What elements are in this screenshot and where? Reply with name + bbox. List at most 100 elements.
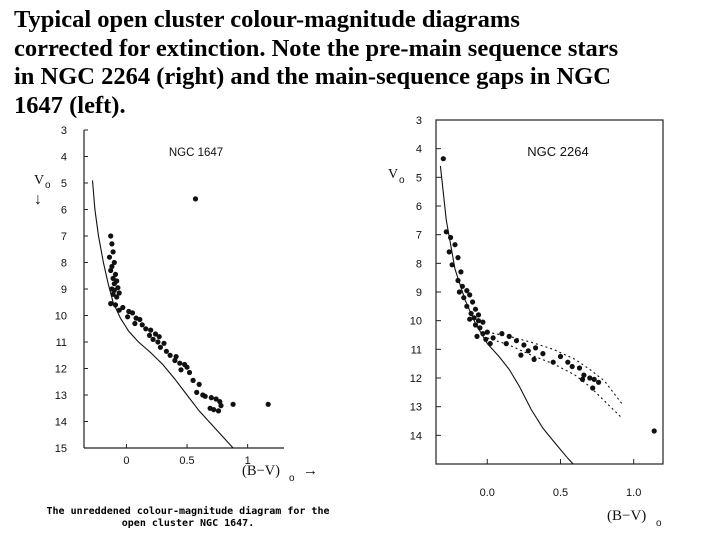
ngc2264-star-point xyxy=(499,331,505,337)
ngc2264-y-tick-label: 9 xyxy=(416,287,422,299)
ngc2264-star-point xyxy=(467,292,473,298)
ngc2264-y-tick-label: 12 xyxy=(410,373,422,385)
ngc1647-y-tick-label: 4 xyxy=(61,152,67,164)
ngc1647-y-tick-label: 7 xyxy=(61,231,67,243)
ngc2264-star-point xyxy=(596,379,602,385)
ngc2264-star-point xyxy=(475,312,482,318)
ngc2264-star-point xyxy=(472,322,479,328)
ngc1647-x-label-arrow: → xyxy=(303,462,318,479)
ngc2264-y-tick-label: 8 xyxy=(416,258,422,270)
ngc2264-y-tick-label: 6 xyxy=(416,201,422,213)
ngc1647-y-tick-label: 9 xyxy=(61,284,67,296)
ngc2264-main-sequence-curve xyxy=(439,165,574,464)
ngc2264-x-label-sub: o xyxy=(656,518,662,529)
ngc2264-star-point xyxy=(449,262,455,268)
heading-line-2: corrected for extinction. Note the pre-m… xyxy=(14,34,619,62)
ngc2264-star-point xyxy=(525,348,531,354)
ngc1647-star-point xyxy=(112,271,119,277)
ngc1647-star-point xyxy=(108,267,114,274)
ngc2264-star-point xyxy=(490,335,496,341)
ngc1647-star-point xyxy=(139,322,145,328)
ngc2264-star-point xyxy=(452,242,458,248)
ngc1647-y-tick-label: 3 xyxy=(61,125,67,137)
ngc1647-star-point xyxy=(215,408,222,414)
ngc1647-star-point xyxy=(109,263,115,270)
ngc1647-star-point xyxy=(155,339,161,345)
ngc2264-star-point xyxy=(477,325,483,331)
ngc1647-star-point xyxy=(211,407,217,413)
ngc2264-lower-dotted-curve xyxy=(487,337,623,419)
ngc1647-star-point xyxy=(116,290,122,296)
ngc2264-star-point xyxy=(531,356,537,362)
ngc1647-star-point xyxy=(230,401,236,407)
ngc1647-star-point xyxy=(106,254,113,260)
ngc2264-star-point xyxy=(470,299,476,305)
ngc1647-star-point xyxy=(111,287,117,293)
ngc1647-star-point xyxy=(143,326,149,332)
ngc2264-star-point xyxy=(455,255,461,261)
ngc2264-star-point xyxy=(455,277,461,284)
ngc1647-star-point xyxy=(109,241,115,247)
ngc1647-star-point xyxy=(137,316,143,323)
ngc2264-y-tick-label: 10 xyxy=(410,316,422,328)
ngc1647-star-point xyxy=(115,285,121,291)
ngc1647-y-tick-label: 15 xyxy=(55,443,67,455)
ngc2264-star-point xyxy=(557,353,564,360)
slide-heading: Typical open cluster colour-magnitude di… xyxy=(14,6,714,120)
ngc2264-plot-frame xyxy=(435,119,664,465)
ngc1647-star-point xyxy=(157,344,163,350)
ngc2264-star-point xyxy=(591,376,597,382)
ngc1647-y-tick-label: 6 xyxy=(61,205,67,217)
ngc2264-y-tick-label: 13 xyxy=(410,402,422,414)
ngc2264-star-point xyxy=(464,288,470,294)
ngc2264-star-point xyxy=(521,342,527,348)
ngc1647-y-tick-label: 14 xyxy=(55,417,67,429)
heading-line-4: 1647 (left). xyxy=(14,91,126,119)
ngc2264-star-point xyxy=(576,365,583,371)
ngc1647-caption-line-1: The unreddened colour-magnitude diagram … xyxy=(46,506,330,517)
ngc1647-star-point xyxy=(148,327,154,333)
ngc2264-star-point xyxy=(587,375,593,381)
ngc2264-star-point xyxy=(518,352,524,358)
ngc1647-x-tick-label: 0 xyxy=(123,455,129,467)
ngc1647-star-point xyxy=(146,332,153,338)
ngc1647-star-point xyxy=(152,331,159,337)
ngc1647-star-point xyxy=(111,281,117,287)
ngc1647-star-point xyxy=(110,291,116,297)
ngc1647-star-point xyxy=(217,399,223,405)
ngc2264-star-point xyxy=(471,315,477,321)
ngc1647-star-point xyxy=(178,367,184,373)
ngc2264-star-point xyxy=(483,336,489,342)
ngc1647-star-point xyxy=(202,393,208,399)
ngc1647-star-point xyxy=(192,196,199,202)
ngc1647-star-point xyxy=(112,302,119,308)
ngc1647-y-tick-label: 5 xyxy=(61,178,67,190)
ngc1647-y-tick-label: 11 xyxy=(56,337,67,349)
heading-line-3: in NGC 2264 (right) and the main-sequenc… xyxy=(14,63,611,90)
ngc2264-star-point xyxy=(569,363,575,370)
ngc2264-chart: 3 4 5 6 7 8 9 10 11 12 13 14 0.0 0.5 1.0 NGC 2264 V o (B−V… xyxy=(388,115,664,529)
ngc2264-star-point xyxy=(474,333,480,339)
ngc2264-star-point xyxy=(540,351,546,357)
ngc1647-y-label-sub: o xyxy=(45,180,51,191)
ngc2264-star-point xyxy=(590,385,596,391)
ngc2264-star-point xyxy=(468,310,474,317)
ngc2264-x-tick-label: 0.0 xyxy=(480,487,495,499)
ngc2264-star-point xyxy=(487,341,493,347)
ngc1647-star-point xyxy=(120,304,126,311)
ngc1647-star-point xyxy=(156,334,162,340)
ngc1647-caption: The unreddened colour-magnitude diagram … xyxy=(18,506,358,530)
ngc2264-star-point xyxy=(446,249,452,255)
ngc1647-star-point xyxy=(167,352,173,358)
ngc2264-star-point xyxy=(503,341,509,347)
ngc2264-star-point xyxy=(581,372,587,378)
ngc1647-caption-line-2: open cluster NGC 1647. xyxy=(121,518,255,529)
ngc1647-star-point xyxy=(190,377,196,383)
ngc2264-y-tick-label: 5 xyxy=(416,172,422,184)
ngc1647-x-tick-label: 1 xyxy=(245,455,251,467)
ngc1647-star-point xyxy=(184,364,190,370)
ngc1647-star-point xyxy=(186,369,193,376)
ngc2264-y-tick-label: 14 xyxy=(410,430,422,442)
ngc1647-y-tick-label: 12 xyxy=(55,364,67,376)
